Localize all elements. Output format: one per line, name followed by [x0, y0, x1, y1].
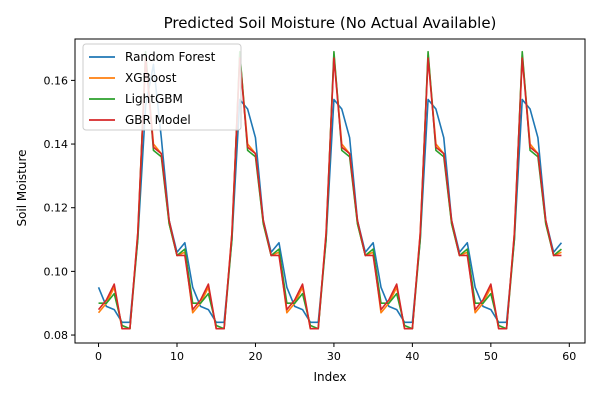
legend-label: LightGBM — [125, 92, 183, 106]
x-tick-label: 30 — [327, 350, 341, 363]
y-axis-label: Soil Moisture — [15, 149, 29, 226]
legend-box — [82, 43, 242, 131]
y-tick-label: 0.14 — [44, 138, 69, 151]
y-tick-label: 0.12 — [44, 202, 69, 215]
y-tick-label: 0.10 — [44, 265, 69, 278]
legend-label: XGBoost — [125, 71, 177, 85]
x-tick-label: 50 — [484, 350, 498, 363]
plot-series — [97, 50, 563, 330]
chart-title: Predicted Soil Moisture (No Actual Avail… — [164, 14, 497, 32]
y-tick-label: 0.16 — [44, 74, 69, 87]
y-tick-label: 0.08 — [44, 329, 69, 342]
series-line-gbr-model — [97, 57, 562, 330]
plot-frame — [74, 38, 586, 344]
x-axis-ticks: 0 10 20 30 40 50 60 — [95, 343, 576, 363]
x-tick-label: 40 — [405, 350, 419, 363]
x-tick-label: 0 — [95, 350, 102, 363]
x-tick-label: 10 — [170, 350, 184, 363]
x-tick-label: 20 — [248, 350, 262, 363]
legend-label: Random Forest — [125, 50, 216, 64]
x-axis-label: Index — [313, 370, 346, 384]
legend-label: GBR Model — [125, 113, 191, 127]
y-axis-ticks: 0.08 0.10 0.12 0.14 0.16 — [44, 74, 75, 342]
legend: Random Forest XGBoost LightGBM GBR Model — [82, 43, 242, 131]
x-tick-label: 60 — [562, 350, 576, 363]
